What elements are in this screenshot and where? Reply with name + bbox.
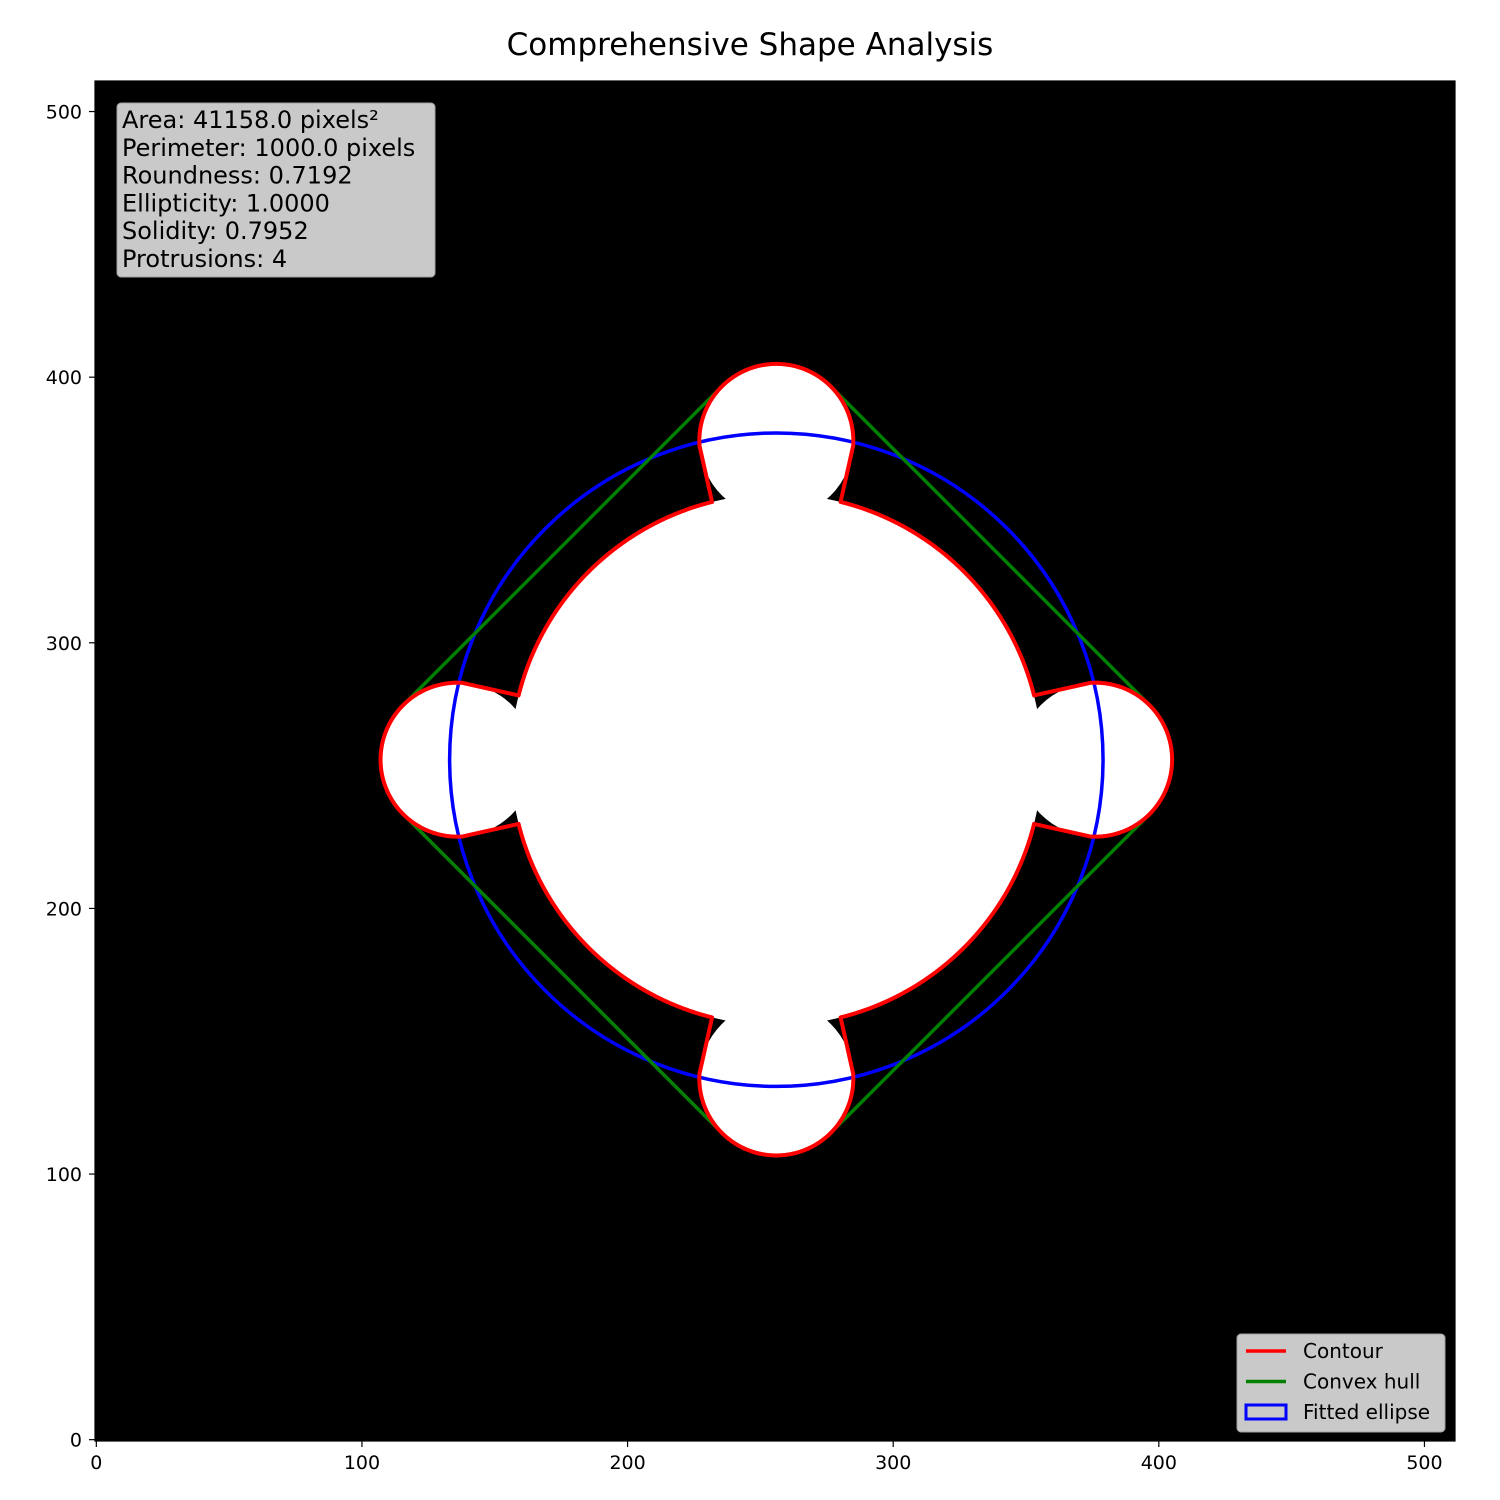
- stats-line: Perimeter: 1000.0 pixels: [122, 134, 415, 162]
- legend-label: Fitted ellipse: [1303, 1400, 1430, 1424]
- legend-label: Convex hull: [1303, 1370, 1420, 1394]
- legend-swatch-ellipse: [1244, 1403, 1288, 1421]
- shape-contour: [378, 361, 1175, 1158]
- legend: Contour Convex hull Fitted ellipse: [1236, 1333, 1446, 1433]
- x-tick-label: 100: [344, 1452, 380, 1474]
- plot-frame: [94, 80, 1456, 1442]
- y-tick-label: 200: [46, 898, 82, 920]
- plot-area: [95, 81, 1455, 1441]
- x-tick-label: 0: [90, 1452, 102, 1474]
- shape-protrusion: [1018, 682, 1173, 837]
- legend-label: Contour: [1303, 1339, 1384, 1363]
- x-tick-label: 400: [1141, 1452, 1177, 1474]
- stats-line: Protrusions: 4: [122, 245, 287, 273]
- shape-protrusion: [699, 1001, 854, 1156]
- x-tick-label: 500: [1406, 1452, 1442, 1474]
- chart-title: Comprehensive Shape Analysis: [507, 27, 994, 63]
- x-tick-label: 200: [609, 1452, 645, 1474]
- fitted-ellipse: [447, 431, 1105, 1089]
- legend-background: [1236, 1333, 1446, 1433]
- shape-main-body: [510, 494, 1042, 1026]
- stats-line: Roundness: 0.7192: [122, 162, 353, 190]
- y-tick-label: 300: [46, 633, 82, 655]
- stats-line: Area: 41158.0 pixels²: [122, 106, 379, 134]
- y-tick-label: 100: [46, 1164, 82, 1186]
- stats-box-background: [116, 102, 436, 278]
- axes: 0 100 200 300 400 500 0 100 200 300 400 500: [46, 80, 1456, 1474]
- shape-protrusion: [380, 682, 535, 837]
- stats-line: Ellipticity: 1.0000: [122, 189, 330, 217]
- shape-protrusion: [699, 363, 854, 518]
- y-tick-label: 400: [46, 367, 82, 389]
- x-tick-label: 300: [875, 1452, 911, 1474]
- stats-line: Solidity: 0.7952: [122, 217, 309, 245]
- y-tick-label: 0: [70, 1430, 82, 1452]
- y-tick-label: 500: [46, 102, 82, 124]
